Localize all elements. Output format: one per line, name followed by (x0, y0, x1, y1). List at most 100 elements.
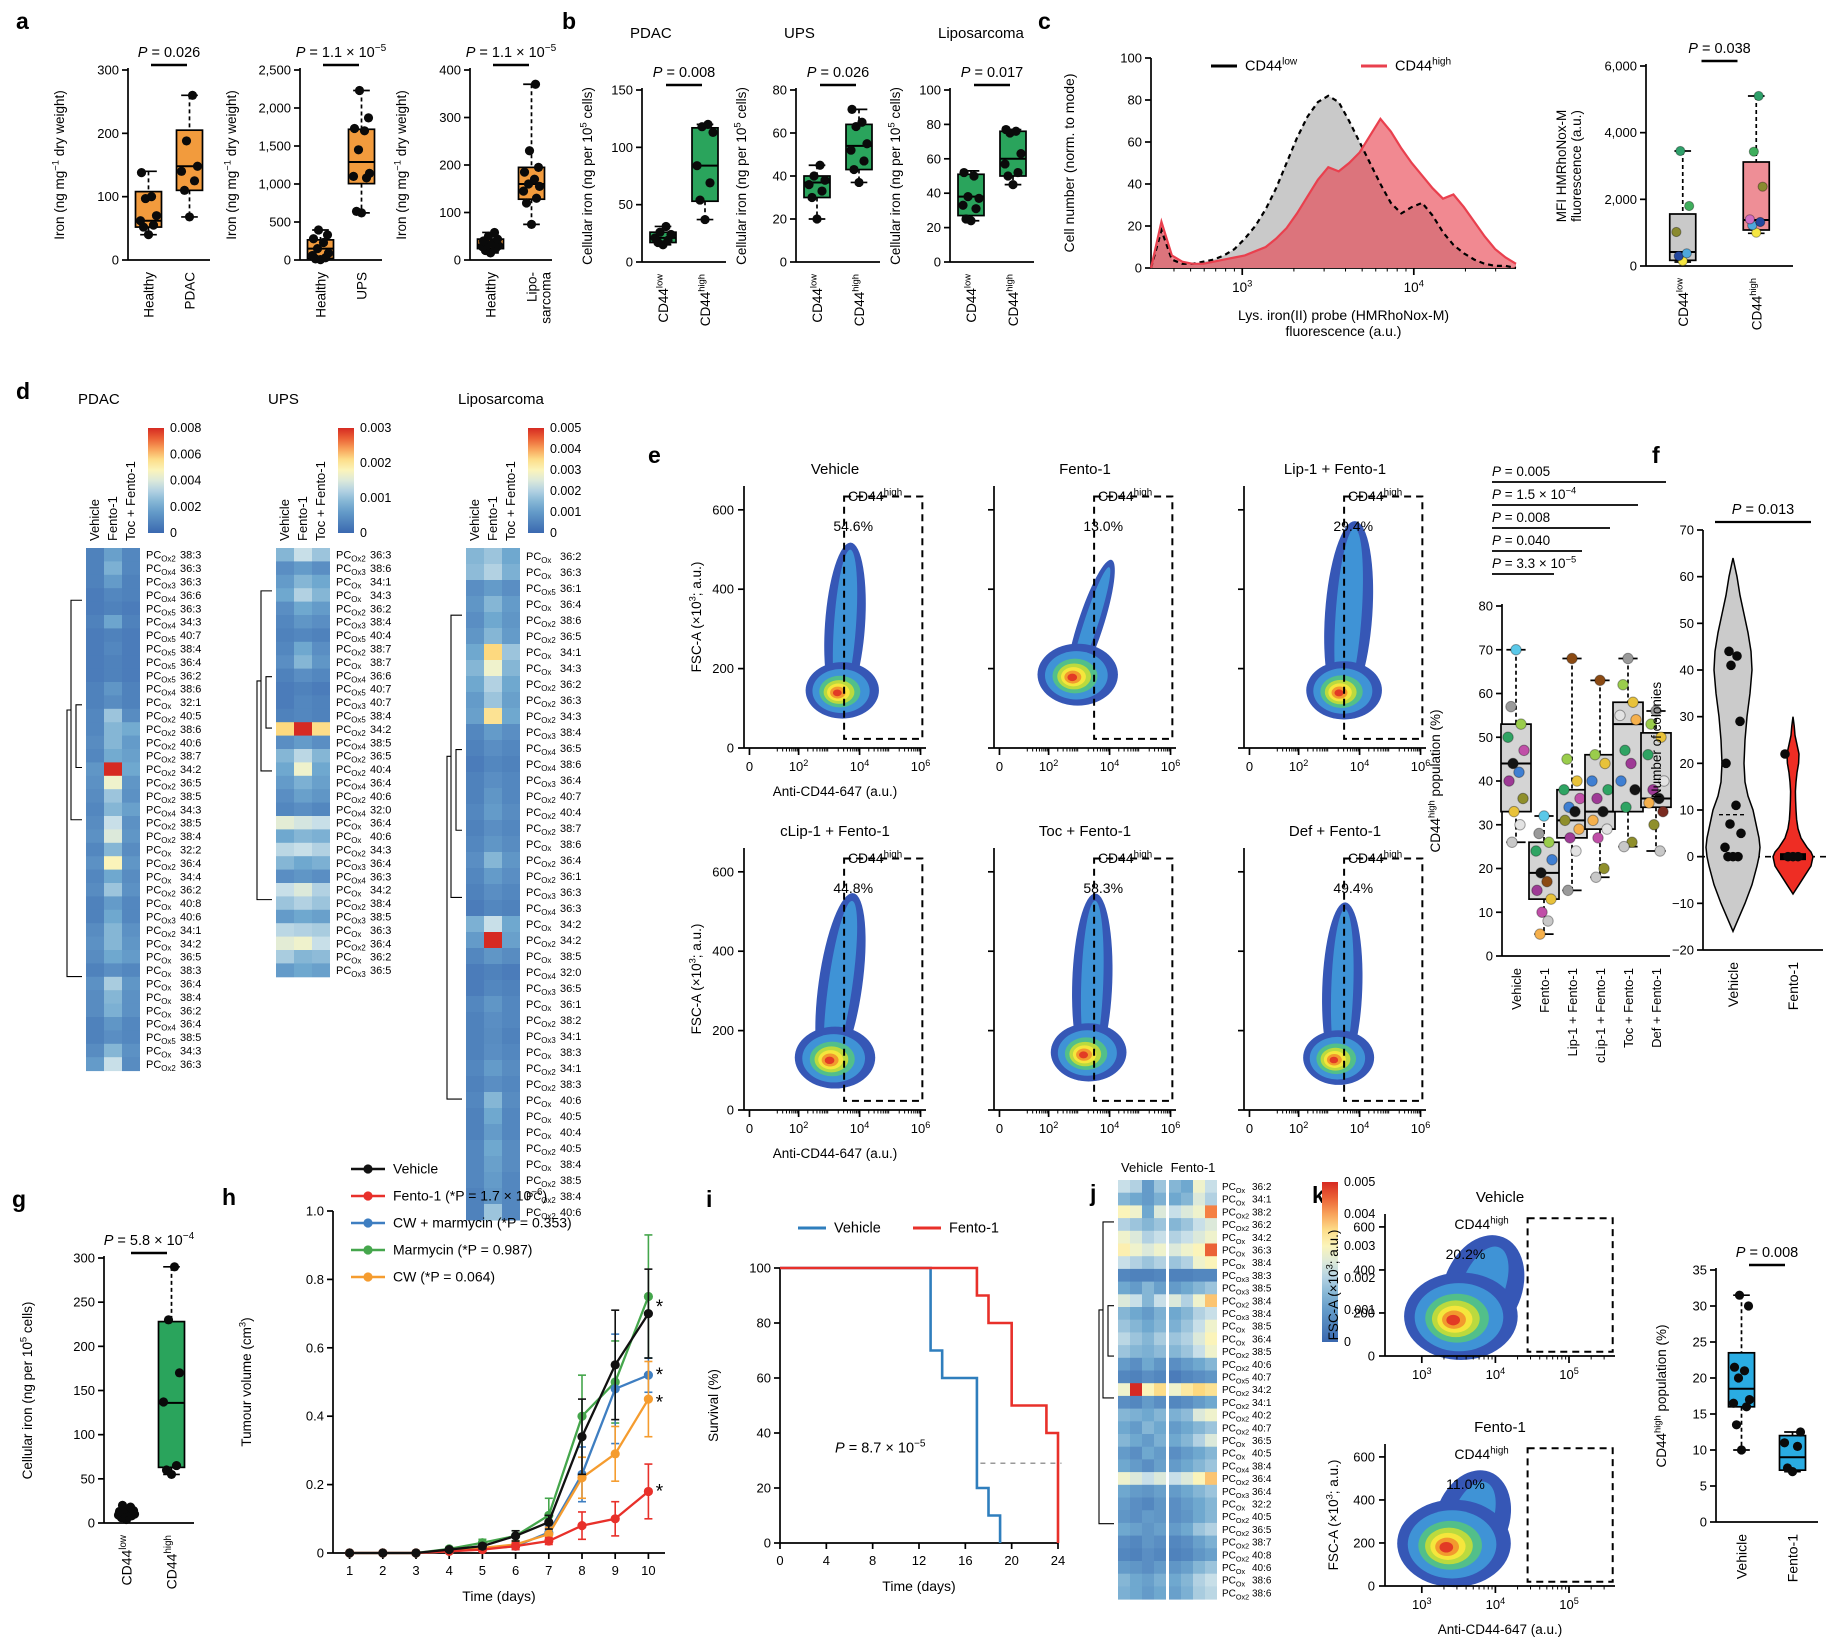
svg-text:6,000: 6,000 (1604, 59, 1637, 74)
panel-a-plot-2: 0 100 200 300 400 Iron (ng mg−1 dry weight) He… (392, 43, 557, 324)
panel-letter-k: k (1312, 1182, 1325, 1208)
svg-text:Vehicle: Vehicle (1476, 1189, 1524, 1206)
svg-text:Number of colonies: Number of colonies (1649, 682, 1664, 799)
svg-text:4: 4 (446, 1563, 453, 1578)
svg-text:80: 80 (1128, 93, 1142, 108)
panel-e-flow-clip1: cLip-1 + Fento-1 CD44high​ 44.8% 0 200 400 600… (686, 818, 936, 1188)
svg-text:0: 0 (996, 1121, 1003, 1136)
svg-text:Fento-1: Fento-1 (1785, 962, 1801, 1010)
svg-text:FSC-A (×103; a.u.): FSC-A (×103; a.u.) (1324, 1460, 1341, 1571)
svg-text:300: 300 (73, 1251, 95, 1266)
svg-text:20: 20 (1693, 1371, 1707, 1386)
svg-text:10: 10 (1693, 1443, 1707, 1458)
panel-e-flow-5: Def + Fento-1 CD44high​ 49.4% 0 102​ 104​ 106​ (1238, 823, 1431, 1136)
svg-text:CD44low​: CD44low​ (1245, 57, 1298, 75)
svg-text:Fento-1: Fento-1 (949, 1221, 999, 1237)
svg-text:P = 8.7 × 10−5​: P = 8.7 × 10−5​ (835, 1438, 926, 1456)
svg-text:Fento-1: Fento-1 (105, 496, 120, 541)
svg-text:20: 20 (1680, 756, 1694, 771)
panel-d-heatmap-ups: UPS Vehicle Fento-1 Toc + Fento-1 PCOx2 36:3 P… (226, 388, 416, 1033)
panel-d-hm-0: PDAC Vehicle Fento-1 Toc + Fento-1 PCOx2 38:3… (66, 391, 201, 1073)
svg-text:CD44low​: CD44low​ (962, 274, 979, 323)
svg-text:106​: 106​ (1411, 1120, 1431, 1136)
panel-letter-j: j (1090, 1180, 1097, 1206)
svg-text:29.4%: 29.4% (1333, 518, 1373, 534)
svg-text:60: 60 (1479, 686, 1493, 701)
svg-text:600: 600 (712, 502, 734, 517)
svg-text:PDAC: PDAC (78, 391, 120, 408)
svg-text:4: 4 (823, 1553, 830, 1568)
svg-text:10: 10 (641, 1563, 655, 1578)
svg-text:Vehicle: Vehicle (393, 1161, 438, 1177)
svg-text:Lys. iron(II) probe (HMRhoNox-: Lys. iron(II) probe (HMRhoNox-M) fluoresc… (1238, 307, 1449, 339)
svg-text:0: 0 (764, 1536, 771, 1551)
panel-e-flow-fento1: Fento-1 CD44high​ 13.0% 0 102​ 104​ 106​ (936, 456, 1186, 826)
svg-text:CD44low​: CD44low​ (118, 1534, 135, 1585)
svg-text:200: 200 (1353, 1535, 1375, 1550)
svg-text:200: 200 (439, 158, 461, 173)
svg-text:PDAC: PDAC (630, 25, 672, 42)
svg-text:P = 0.040: P = 0.040 (1492, 533, 1550, 548)
svg-text:0: 0 (996, 759, 1003, 774)
svg-text:0: 0 (746, 1121, 753, 1136)
svg-text:150: 150 (73, 1383, 95, 1398)
svg-text:104​: 104​ (1350, 1120, 1370, 1136)
svg-text:0: 0 (1700, 1515, 1707, 1530)
svg-text:Vehicle: Vehicle (834, 1221, 881, 1237)
panel-letter-g: g (12, 1186, 27, 1212)
svg-text:UPS: UPS (355, 272, 370, 300)
svg-text:50: 50 (619, 197, 633, 212)
svg-text:1: 1 (346, 1563, 353, 1578)
svg-text:Fento-1 (*P = 1.7 × 10−6): Fento-1 (*P = 1.7 × 10−6) (393, 1187, 547, 1204)
panel-b-plot-1: 0 20 40 60 80 Cellular iron (ng per 105 cells… (732, 25, 880, 326)
svg-text:104​: 104​ (850, 758, 870, 774)
svg-text:103​: 103​ (1232, 278, 1252, 295)
svg-text:P = 0.017: P = 0.017 (961, 65, 1023, 81)
svg-text:2: 2 (379, 1563, 386, 1578)
svg-text:CD44high​: CD44high​ (1454, 1215, 1508, 1232)
svg-text:P = 0.038: P = 0.038 (1688, 41, 1750, 57)
svg-text:FSC-A (×103; a.u.): FSC-A (×103; a.u.) (1324, 1230, 1341, 1341)
svg-text:3: 3 (412, 1563, 419, 1578)
panel-c-boxplot: 0 2,000 4,000 6,000 MFI HMRhoNox-Mfluorescen… (1548, 16, 1832, 356)
svg-text:400: 400 (439, 63, 461, 78)
svg-text:102​: 102​ (1039, 758, 1059, 774)
svg-text:FSC-A (×103; a.u.): FSC-A (×103; a.u.) (687, 562, 704, 673)
svg-text:Cellular iron (ng per 105 cell: Cellular iron (ng per 105 cells) (886, 87, 903, 265)
panel-a-boxplot-ups: 0 500 1,000 1,500 2,000 2,500 Iron (ng mg−1 dr… (220, 22, 390, 347)
panel-e-flow-2: Lip-1 + Fento-1 CD44high​ 29.4% 0 102​ 104​ 10… (1238, 461, 1430, 774)
svg-text:CW (*P = 0.064): CW (*P = 0.064) (393, 1269, 495, 1285)
svg-text:Tumour volume (cm3): Tumour volume (cm3) (237, 1317, 254, 1446)
svg-text:40: 40 (1479, 774, 1493, 789)
svg-text:40: 40 (1680, 663, 1694, 678)
svg-text:CD44high population (%): CD44high population (%) (1426, 709, 1443, 852)
svg-text:8: 8 (869, 1553, 876, 1568)
